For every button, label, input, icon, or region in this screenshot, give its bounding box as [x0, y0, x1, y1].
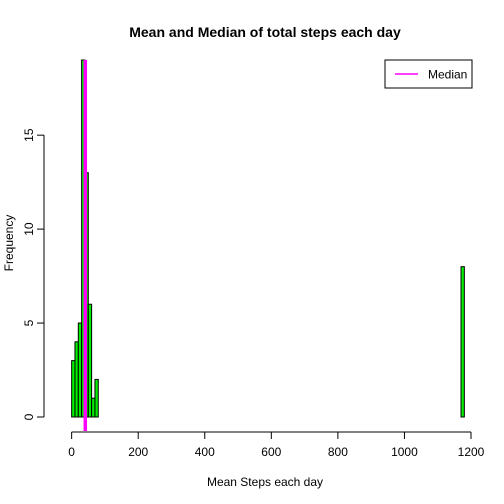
y-tick-label-15: 15	[22, 128, 36, 142]
chart-title: Mean and Median of total steps each day	[129, 24, 401, 40]
x-tick-label-1000: 1000	[391, 445, 418, 459]
x-tick-label-1200: 1200	[458, 445, 485, 459]
histogram-bar-7	[94, 378, 99, 418]
legend-median-label: Median	[428, 68, 467, 82]
y-tick-label-10: 10	[22, 222, 36, 236]
x-tick-label-600: 600	[261, 445, 281, 459]
y-tick-label-5: 5	[22, 319, 36, 326]
legend: Median	[384, 59, 473, 89]
y-axis-label: Frequency	[2, 215, 16, 272]
x-tick-label-800: 800	[328, 445, 348, 459]
y-axis: 0 5 10 15	[22, 128, 45, 420]
bars-group	[71, 59, 465, 418]
x-tick-label-400: 400	[195, 445, 215, 459]
histogram-bar-8	[460, 266, 465, 418]
x-tick-label-0: 0	[68, 445, 75, 459]
histogram-bar-5	[87, 303, 93, 418]
y-tick-label-0: 0	[22, 413, 36, 420]
x-axis-label: Mean Steps each day	[207, 475, 323, 489]
x-axis: 0 200 400 600 800 1000 1200	[68, 431, 485, 459]
x-tick-label-200: 200	[128, 445, 148, 459]
